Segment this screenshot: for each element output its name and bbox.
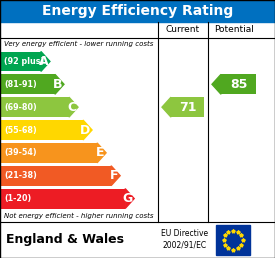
- Bar: [0, 166, 111, 186]
- Bar: [0, 143, 97, 163]
- Bar: [216, 225, 250, 255]
- Text: C: C: [67, 101, 76, 114]
- Text: E: E: [96, 146, 104, 159]
- Polygon shape: [41, 52, 50, 71]
- Polygon shape: [212, 74, 221, 94]
- Text: A: A: [39, 55, 48, 68]
- Bar: [221, 74, 256, 94]
- Bar: [0, 222, 275, 258]
- Text: (69-80): (69-80): [4, 103, 37, 112]
- Bar: [0, 120, 83, 140]
- Text: B: B: [53, 78, 62, 91]
- Text: (92 plus): (92 plus): [4, 57, 44, 66]
- Bar: [171, 97, 204, 117]
- Bar: [0, 97, 69, 117]
- Text: (55-68): (55-68): [4, 125, 37, 134]
- Text: England & Wales: England & Wales: [6, 233, 124, 246]
- Text: (81-91): (81-91): [4, 80, 37, 89]
- Bar: [0, 189, 125, 208]
- Polygon shape: [162, 97, 171, 117]
- Text: F: F: [110, 169, 119, 182]
- Text: (39-54): (39-54): [4, 148, 37, 157]
- Text: 71: 71: [179, 101, 196, 114]
- Bar: [0, 74, 55, 94]
- Text: 85: 85: [230, 78, 247, 91]
- Polygon shape: [55, 74, 64, 94]
- Text: D: D: [80, 124, 90, 136]
- Text: G: G: [122, 192, 133, 205]
- Polygon shape: [111, 166, 120, 186]
- Text: Energy Efficiency Rating: Energy Efficiency Rating: [42, 4, 233, 18]
- Polygon shape: [83, 120, 92, 140]
- Polygon shape: [69, 97, 78, 117]
- Text: (1-20): (1-20): [4, 194, 31, 203]
- Text: (21-38): (21-38): [4, 171, 37, 180]
- Text: EU Directive
2002/91/EC: EU Directive 2002/91/EC: [161, 229, 208, 249]
- Text: Not energy efficient - higher running costs: Not energy efficient - higher running co…: [4, 213, 153, 219]
- Bar: [0, 0, 275, 22]
- Text: Current: Current: [166, 26, 200, 35]
- Bar: [0, 52, 41, 71]
- Polygon shape: [97, 143, 106, 163]
- Text: Very energy efficient - lower running costs: Very energy efficient - lower running co…: [4, 41, 153, 47]
- Polygon shape: [125, 189, 134, 208]
- Text: Potential: Potential: [214, 26, 254, 35]
